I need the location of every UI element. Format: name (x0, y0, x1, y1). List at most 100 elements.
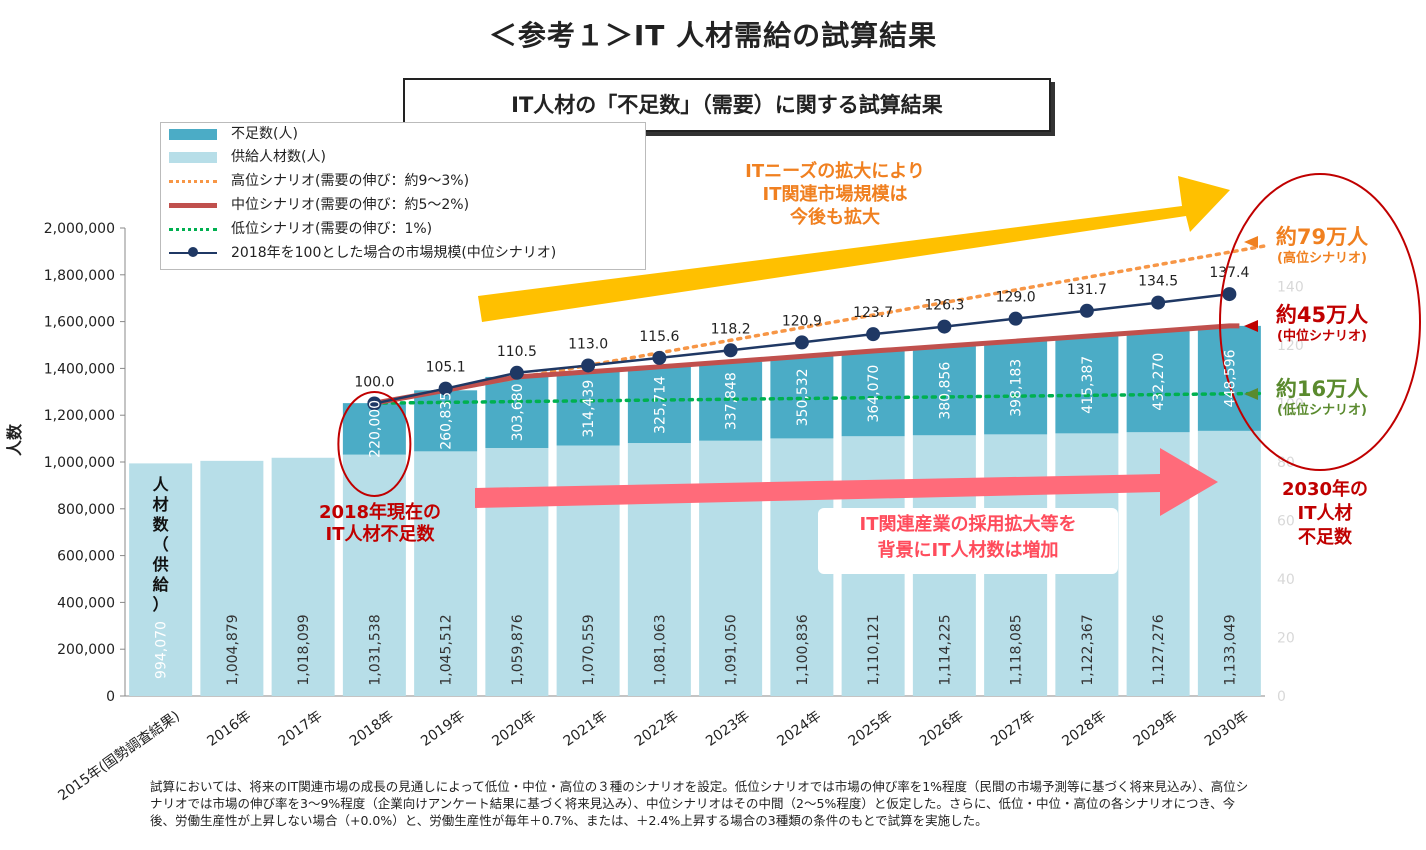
bar-shortage (841, 351, 905, 437)
bar-supply (200, 460, 264, 696)
callout-shortage-2030-line3: 不足数 (1298, 527, 1352, 548)
legend-item-low: 低位シナリオ(需要の伸び：1%) (161, 218, 645, 240)
market-index-label: 126.3 (924, 298, 964, 314)
supply-vertical-char: 材 (153, 495, 169, 514)
x-tick-label: 2018年 (347, 708, 397, 750)
callout-shortage-2018-line1: 2018年現在の (318, 502, 442, 523)
callout-shortage-2030: 2030年の IT人材 不足数 (1255, 478, 1395, 550)
market-index-label: 137.4 (1209, 265, 1249, 281)
y-tick-label: 0 (106, 689, 115, 705)
callout-it-needs-line2: IT関連市場規模は (762, 184, 908, 205)
y-tick-label: 1,800,000 (44, 268, 115, 284)
bar-supply-label: 1,133,049 (1222, 614, 1238, 685)
y2-tick-label: 100 (1277, 397, 1304, 413)
highlight-2018-ellipse (337, 391, 412, 497)
callout-low-value: 約16万人 (1275, 377, 1369, 401)
bar-supply-label: 1,100,836 (795, 614, 811, 685)
market-index-point (1151, 295, 1166, 310)
market-index-point (652, 350, 667, 365)
bar-supply (129, 463, 193, 696)
bar-shortage-label: 448,596 (1222, 349, 1238, 407)
bar-supply (1197, 430, 1261, 696)
bar-supply-label: 1,018,099 (296, 614, 312, 685)
supply-vertical-char: 人 (153, 475, 170, 494)
bar-supply-label: 1,127,276 (1151, 614, 1167, 685)
legend-item-market: 2018年を100とした場合の市場規模(中位シナリオ) (161, 242, 645, 264)
supply-vertical-char: ） (153, 595, 169, 614)
market-index-point (1222, 287, 1237, 302)
bar-supply-label: 1,070,559 (581, 614, 597, 685)
legend-label-high: 高位シナリオ(需要の伸び：約9～3%) (231, 173, 470, 189)
callout-shortage-2030-line1: 2030年の (1281, 479, 1369, 500)
legend-item-shortage: 不足数(人) (161, 123, 645, 145)
bar-shortage-label: 314,439 (581, 380, 597, 438)
market-index-label: 129.0 (996, 290, 1036, 306)
legend-label-supply: 供給人材数(人) (231, 149, 326, 165)
bar-shortage-label: 432,270 (1151, 353, 1167, 411)
callout-it-needs-line3: 今後も拡大 (790, 207, 880, 228)
callout-shortage-2030-line2: IT人材 (1297, 503, 1353, 524)
bar-supply (414, 451, 478, 696)
legend-swatch-shortage (169, 129, 217, 140)
bar-supply-label: 1,114,225 (937, 614, 953, 685)
bar-supply (271, 457, 335, 696)
callout-mid-sub: (中位シナリオ) (1277, 329, 1367, 344)
market-index-label: 123.7 (853, 305, 893, 321)
x-tick-label: 2020年 (489, 708, 539, 750)
market-index-point (438, 381, 453, 396)
x-tick-label: 2024年 (774, 708, 824, 750)
legend-item-supply: 供給人材数(人) (161, 146, 645, 168)
market-index-label: 134.5 (1138, 274, 1178, 290)
callout-shortage-2018: 2018年現在の IT人材不足数 (295, 502, 465, 546)
callout-hiring-line2: 背景にIT人材数は増加 (877, 540, 1059, 561)
bar-supply-label: 1,110,121 (866, 614, 882, 685)
bar-supply-label: 1,091,050 (724, 614, 740, 685)
market-index-label: 110.5 (497, 344, 537, 360)
y-tick-label: 200,000 (57, 642, 115, 658)
bar-shortage-label: 337,848 (724, 372, 740, 430)
x-tick-label: 2025年 (846, 708, 896, 750)
callout-high: 約79万人 (高位シナリオ) (1262, 224, 1382, 268)
y-tick-label: 1,000,000 (44, 455, 115, 471)
bar-shortage (1197, 325, 1261, 431)
legend-label-low: 低位シナリオ(需要の伸び：1%) (231, 221, 433, 237)
callout-it-needs: ITニーズの拡大により IT関連市場規模は 今後も拡大 (690, 160, 980, 229)
x-tick-label: 2019年 (418, 708, 468, 750)
y-tick-label: 600,000 (57, 549, 115, 565)
x-tick-label: 2027年 (988, 708, 1038, 750)
legend-swatch-supply (169, 152, 217, 163)
x-tick-label: 2016年 (204, 708, 254, 750)
bar-shortage (984, 341, 1048, 435)
arrow-supply-growth (475, 448, 1218, 516)
bar-shortage (1055, 336, 1119, 434)
x-tick-label: 2021年 (561, 708, 611, 750)
bar-shortage-label: 364,070 (866, 365, 882, 423)
y2-tick-label: 20 (1277, 631, 1295, 647)
x-tick-label: 2022年 (632, 708, 682, 750)
market-index-label: 105.1 (426, 360, 466, 376)
bar-supply (342, 454, 406, 696)
bar-supply-label: 1,059,876 (510, 614, 526, 685)
callout-shortage-2018-line2: IT人材不足数 (325, 524, 435, 545)
supply-vertical-char: （ (153, 535, 169, 554)
supply-vertical-char: 数 (153, 515, 170, 534)
market-index-label: 115.6 (639, 329, 679, 345)
callout-high-value: 約79万人 (1275, 225, 1369, 249)
market-index-label: 131.7 (1067, 282, 1107, 298)
bar-shortage-label: 260,835 (439, 392, 455, 450)
market-index-point (1008, 311, 1023, 326)
callout-high-sub: (高位シナリオ) (1277, 251, 1367, 266)
market-index-point (866, 327, 881, 342)
bar-shortage-label: 303,680 (510, 384, 526, 442)
bar-supply-label: 1,118,085 (1009, 614, 1025, 685)
y2-tick-label: 60 (1277, 514, 1295, 530)
x-tick-label: 2029年 (1131, 708, 1181, 750)
y2-tick-label: 140 (1277, 280, 1304, 296)
market-index-point (367, 396, 382, 411)
bar-shortage-label: 380,856 (937, 362, 953, 420)
bar-shortage (342, 403, 406, 455)
market-index-point (794, 335, 809, 350)
y-tick-label: 800,000 (57, 502, 115, 518)
bar-supply-label: 1,045,512 (439, 614, 455, 685)
